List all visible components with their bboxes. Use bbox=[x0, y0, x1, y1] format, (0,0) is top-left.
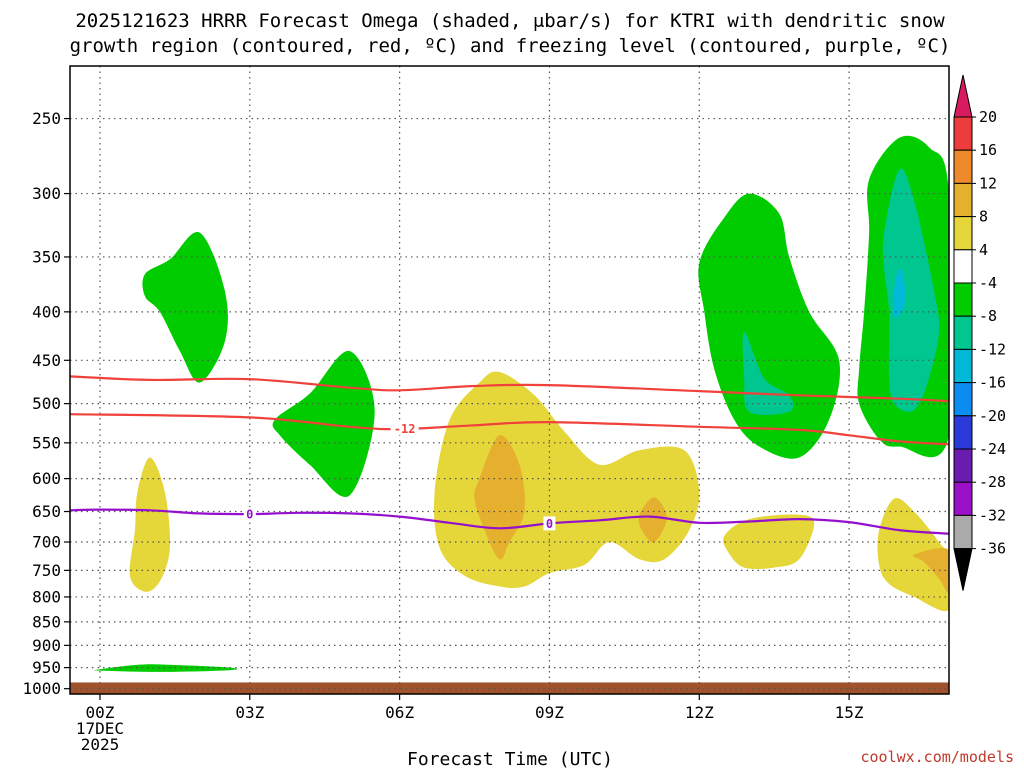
colorbar-label-7: -12 bbox=[979, 340, 1006, 358]
x-tick-label-9-0: 09Z bbox=[535, 703, 564, 722]
x-tick-label-0-1: 17DEC bbox=[76, 719, 124, 738]
colorbar-label-8: -16 bbox=[979, 374, 1006, 392]
colorbar-bin-3 bbox=[953, 182, 973, 218]
colorbar-top-triangle bbox=[953, 74, 973, 118]
y-axis: 250 300 350 400 450 500 550 600 650 700 750 800 850 9… bbox=[22, 109, 70, 698]
x-tick-label-0-2: 2025 bbox=[81, 735, 120, 754]
colorbar-label-10: -24 bbox=[979, 440, 1006, 458]
contour-label-bg-1 bbox=[243, 507, 256, 522]
omega-region-cyan-16z bbox=[893, 268, 906, 318]
contour-label-0: -12 bbox=[394, 422, 416, 436]
x-tick-label-12-0: 12Z bbox=[685, 703, 714, 722]
colorbar-bin-2 bbox=[953, 149, 973, 184]
colorbar-bin-9 bbox=[953, 382, 973, 417]
y-tick-label-250: 250 bbox=[32, 109, 61, 128]
colorbar-bin-1 bbox=[953, 116, 973, 151]
contour-dgz-warm-edge bbox=[70, 375, 949, 403]
omega-shading-layer bbox=[93, 135, 949, 672]
contour-label-2: 0 bbox=[546, 517, 553, 531]
x-axis-label: Forecast Time (UTC) bbox=[407, 749, 613, 768]
omega-region-green-upper-left bbox=[142, 231, 228, 383]
y-tick-label-300: 300 bbox=[32, 184, 61, 203]
colorbar-label-1: 16 bbox=[979, 141, 997, 159]
colorbar-bin-6 bbox=[953, 282, 973, 317]
plot-frame bbox=[69, 65, 950, 695]
ground-terrain bbox=[70, 682, 949, 694]
omega-region-teal-16z bbox=[882, 168, 940, 412]
y-tick-label-800: 800 bbox=[32, 587, 61, 606]
colorbar-label-5: -4 bbox=[979, 274, 997, 292]
y-tick-label-350: 350 bbox=[32, 247, 61, 266]
colorbar-label-0: 20 bbox=[979, 108, 997, 126]
y-tick-label-1000: 1000 bbox=[22, 679, 61, 698]
y-tick-label-600: 600 bbox=[32, 469, 61, 488]
colorbar-bin-5 bbox=[953, 249, 973, 284]
omega-region-green-near-surface bbox=[93, 664, 238, 672]
y-tick-label-500: 500 bbox=[32, 394, 61, 413]
y-tick-label-400: 400 bbox=[32, 302, 61, 321]
y-tick-label-850: 850 bbox=[32, 612, 61, 631]
contour-label-bg-2 bbox=[543, 516, 556, 531]
contour-freezing-level bbox=[70, 508, 949, 535]
colorbar-bin-8 bbox=[953, 348, 973, 384]
colorbar-label-11: -28 bbox=[979, 473, 1006, 491]
y-tick-label-550: 550 bbox=[32, 433, 61, 452]
contour-label-1: 0 bbox=[246, 508, 253, 522]
colorbar-bin-11 bbox=[953, 448, 973, 483]
colorbar-bottom-triangle bbox=[953, 548, 973, 591]
colorbar-bin-12 bbox=[953, 481, 973, 516]
omega-region-green-12z bbox=[698, 193, 841, 459]
ground-layer bbox=[70, 682, 949, 694]
chart-title-line-2: growth region (contoured, red, ºC) and f… bbox=[70, 35, 951, 57]
contour-dgz-cold-edge bbox=[70, 413, 949, 446]
colorbar-label-12: -32 bbox=[979, 506, 1006, 524]
colorbar: 20 16 12 8 4 -4 -8 -12 -16 -20 -24 -28 -32 -36 bbox=[953, 74, 1006, 591]
colorbar-label-13: -36 bbox=[979, 540, 1006, 558]
grid-layer bbox=[70, 66, 949, 694]
credit-text: coolwx.com/models bbox=[860, 748, 1014, 766]
omega-region-yellow-16z bbox=[877, 498, 949, 612]
y-tick-label-750: 750 bbox=[32, 561, 61, 580]
chart-title-line-1: 2025121623 HRRR Forecast Omega (shaded, … bbox=[75, 10, 945, 32]
colorbar-label-6: -8 bbox=[979, 307, 997, 325]
y-tick-label-950: 950 bbox=[32, 658, 61, 677]
omega-region-yellow-01z bbox=[129, 457, 171, 592]
y-tick-label-700: 700 bbox=[32, 533, 61, 552]
x-tick-label-6-0: 06Z bbox=[385, 703, 414, 722]
colorbar-label-3: 8 bbox=[979, 208, 988, 226]
contour-layer: -12 0 0 bbox=[70, 375, 949, 535]
colorbar-bin-10 bbox=[953, 415, 973, 450]
y-tick-label-650: 650 bbox=[32, 502, 61, 521]
colorbar-bin-7 bbox=[953, 315, 973, 350]
y-tick-label-450: 450 bbox=[32, 351, 61, 370]
contour-label-bg-0 bbox=[390, 421, 419, 436]
x-tick-label-0-0: 00Z bbox=[86, 703, 115, 722]
colorbar-bin-4 bbox=[953, 216, 973, 251]
x-tick-label-3-0: 03Z bbox=[235, 703, 264, 722]
x-tick-label-15-0: 15Z bbox=[835, 703, 864, 722]
colorbar-label-9: -20 bbox=[979, 407, 1006, 425]
colorbar-bin-13 bbox=[953, 514, 973, 550]
omega-region-orange-16z bbox=[913, 547, 949, 593]
colorbar-label-2: 12 bbox=[979, 174, 997, 192]
y-tick-label-900: 900 bbox=[32, 636, 61, 655]
colorbar-label-4: 4 bbox=[979, 241, 988, 259]
omega-region-orange-11z bbox=[638, 497, 667, 543]
